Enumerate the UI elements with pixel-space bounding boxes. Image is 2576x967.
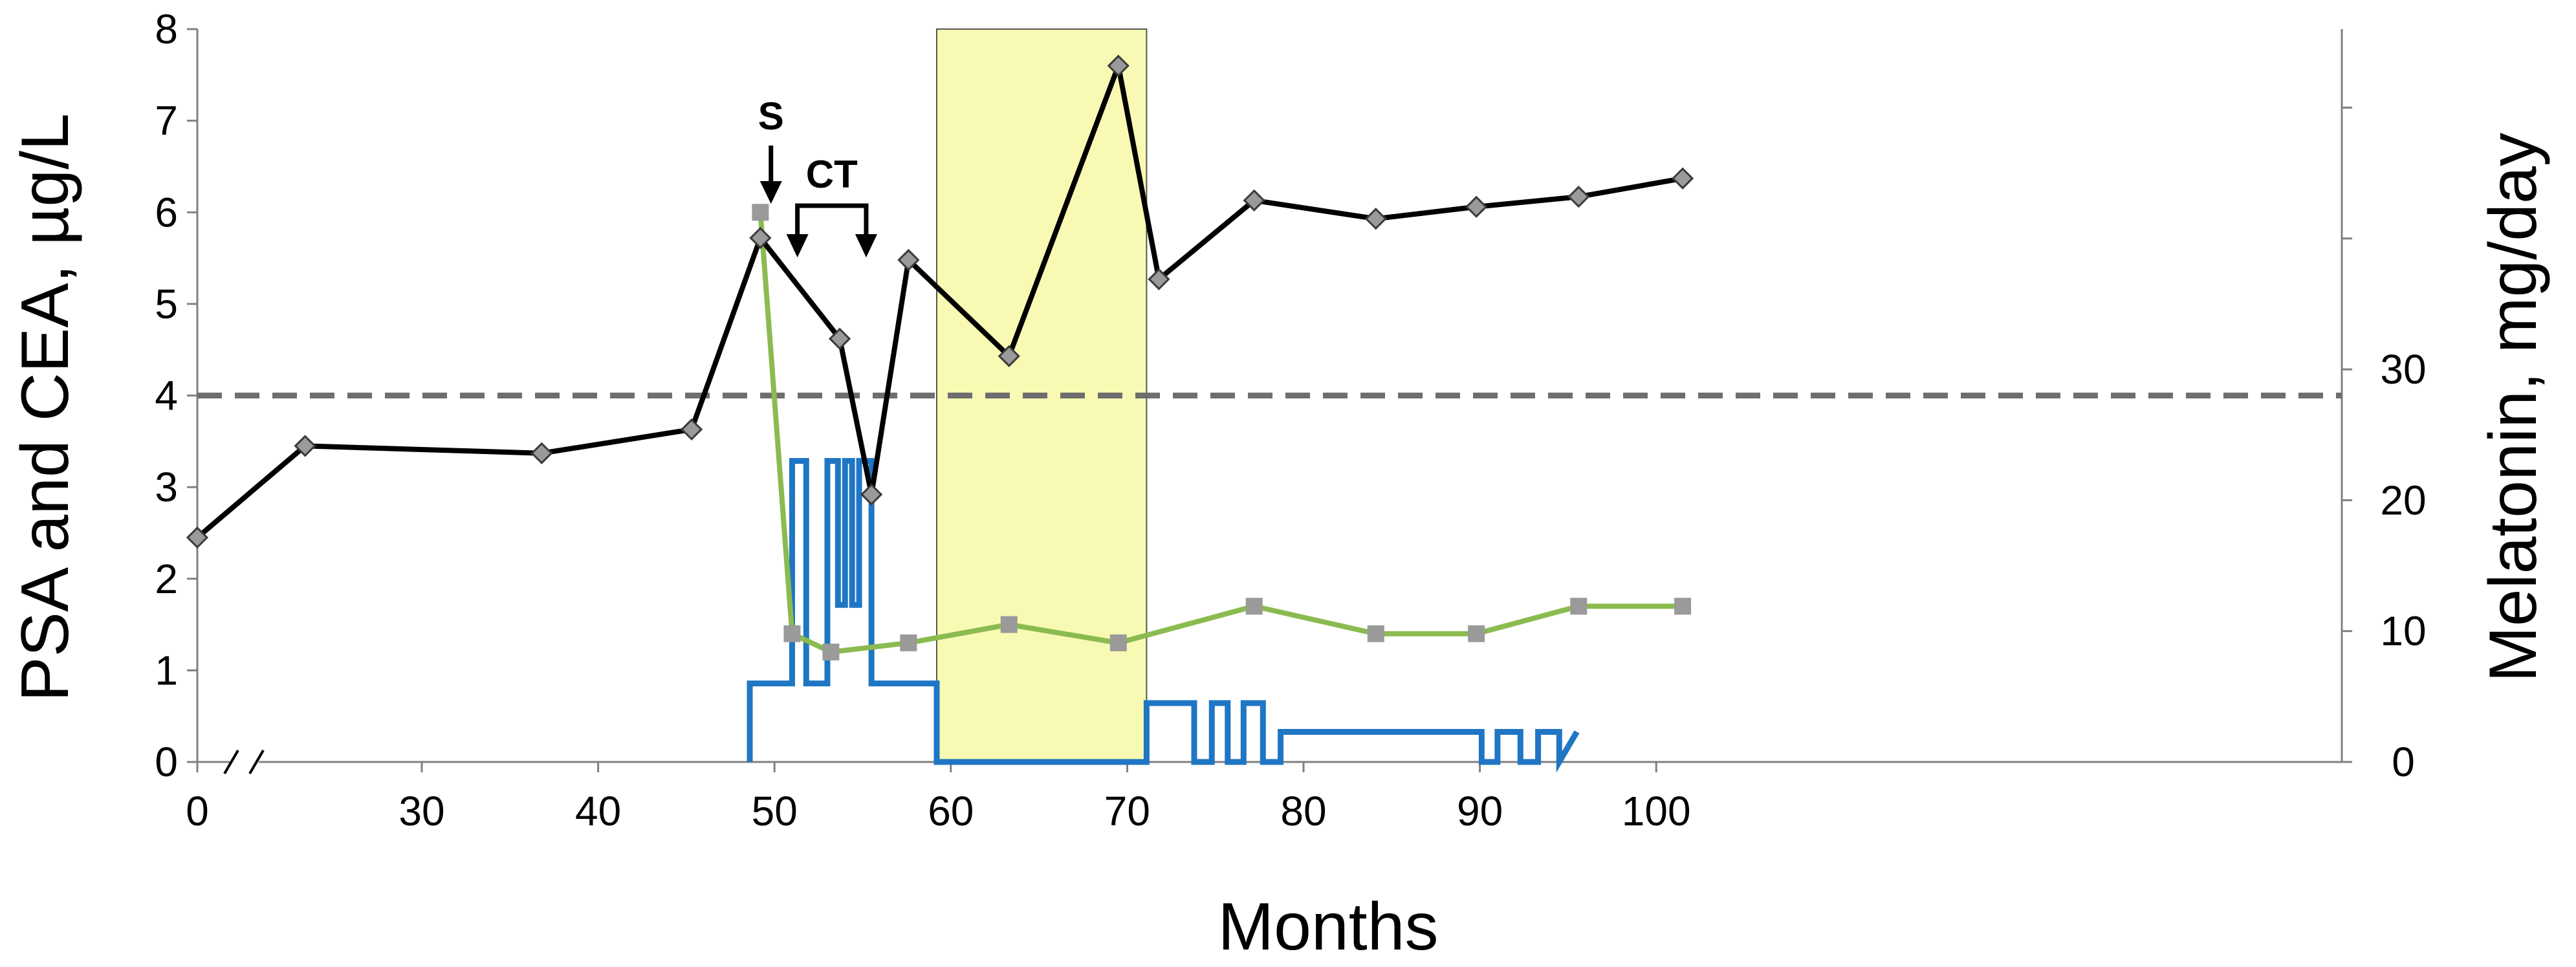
y-tick-label: 1 [155,647,178,693]
annotation-ct-arrow-head [786,234,809,257]
axis-break-mark [248,749,265,775]
data-point-cea [1245,598,1263,615]
data-point-psa [294,435,316,457]
y2-axis-title: Melatonin, mg/day [2476,133,2551,682]
y-tick-label: 8 [155,6,178,52]
data-point-psa [828,327,851,350]
series-layer [186,54,1694,773]
x-tick-label: 0 [186,788,209,834]
y2-tick-label: 30 [2380,346,2426,393]
annotation-ct-label: CT [806,153,858,196]
y-axis-title: PSA and CEA, µg/L [8,113,83,702]
data-point-psa [1243,189,1265,212]
data-point-psa [860,483,883,506]
data-point-cea [1570,598,1588,615]
data-point-psa [1567,186,1590,208]
data-point-cea [1367,625,1384,642]
y-tick-label: 2 [155,556,178,602]
data-point-cea [1468,625,1485,642]
data-point-psa [1107,54,1130,77]
annotation-ct-bracket [795,203,869,236]
data-point-cea [1000,616,1018,633]
data-point-psa [1671,167,1694,190]
data-point-psa [680,418,703,441]
annotation-s-label: S [758,94,784,138]
y2-tick-label: 0 [2392,739,2415,785]
series-line-cea [758,212,1683,655]
data-point-psa [530,442,553,464]
x-tick-label: 80 [1280,788,1326,834]
data-point-psa [998,345,1020,367]
series-line-melatonin [747,458,1580,773]
y-tick-label: 7 [155,98,178,144]
annotations: S CT [758,94,877,257]
data-point-psa [749,226,772,250]
x-tick-label: 60 [928,788,974,834]
data-point-cea [752,204,769,221]
series-line-psa [195,56,1683,540]
data-point-psa [186,526,209,549]
data-point-cea [1674,598,1692,615]
y-tick-label: 6 [155,189,178,235]
x-tick-label: 70 [1104,788,1150,834]
data-point-psa [1148,268,1170,290]
data-point-cea [783,625,801,642]
x-tick-label: 30 [398,788,444,834]
y2-tick-label: 20 [2380,477,2426,523]
y-tick-label: 5 [155,281,178,327]
y-tick-label: 4 [155,373,178,419]
y-tick-label: 3 [155,464,178,510]
annotation-s-arrow-head [759,181,782,204]
x-tick-label: 50 [752,788,798,834]
axis-break-mark [223,749,239,775]
data-point-cea [1109,634,1127,651]
annotation-ct-arrow-head [855,234,877,257]
y2-tick-label: 10 [2380,608,2426,655]
data-point-psa [897,248,920,272]
data-point-cea [822,644,840,661]
data-point-psa [1465,195,1488,218]
data-point-psa [1364,208,1387,230]
axis-break-gap [230,758,258,766]
x-tick-label: 90 [1457,788,1503,834]
x-tick-label: 40 [575,788,621,834]
x-axis-title: Months [1217,889,1438,964]
y-tick-label: 0 [155,739,178,785]
x-tick-label: 100 [1622,788,1691,834]
data-point-cea [900,634,917,651]
